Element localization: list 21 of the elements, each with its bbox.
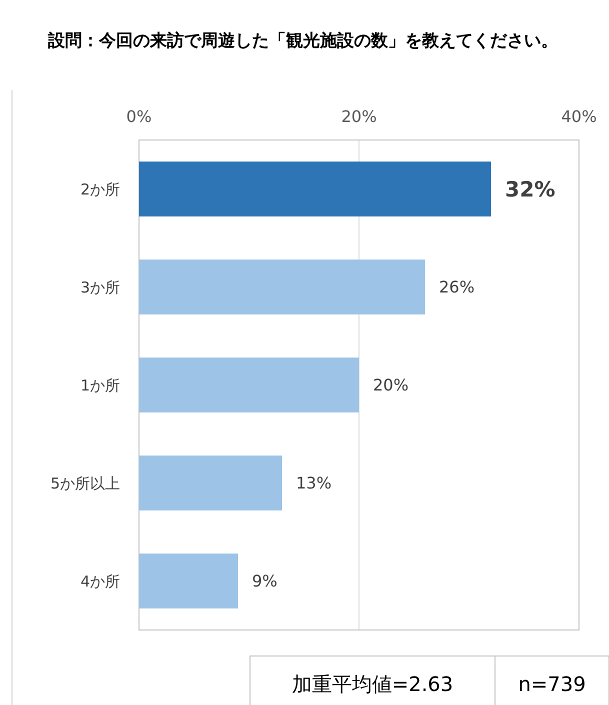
x-tick-label: 20%: [341, 107, 377, 126]
data-label: 13%: [296, 474, 332, 493]
x-tick-label: 40%: [561, 107, 597, 126]
chart-title: 設問：今回の来訪で周遊した「観光施設の数」を教えてください。: [47, 31, 558, 51]
bar: [139, 358, 359, 412]
y-tick-label: 5か所以上: [50, 474, 120, 492]
y-tick-label: 2か所: [80, 180, 120, 198]
x-tick-label: 0%: [126, 107, 152, 126]
bar: [139, 162, 491, 216]
data-label: 26%: [439, 278, 475, 297]
data-label: 9%: [252, 572, 278, 591]
text: 加重平均値=2.63: [292, 672, 454, 696]
bar: [139, 456, 282, 510]
bar: [139, 260, 425, 314]
text: n=739: [518, 672, 586, 696]
data-label: 20%: [373, 376, 409, 395]
bar: [139, 554, 238, 608]
data-label: 32%: [505, 177, 556, 202]
y-tick-label: 3か所: [80, 278, 120, 296]
y-tick-label: 1か所: [80, 376, 120, 394]
y-tick-label: 4か所: [80, 572, 120, 590]
